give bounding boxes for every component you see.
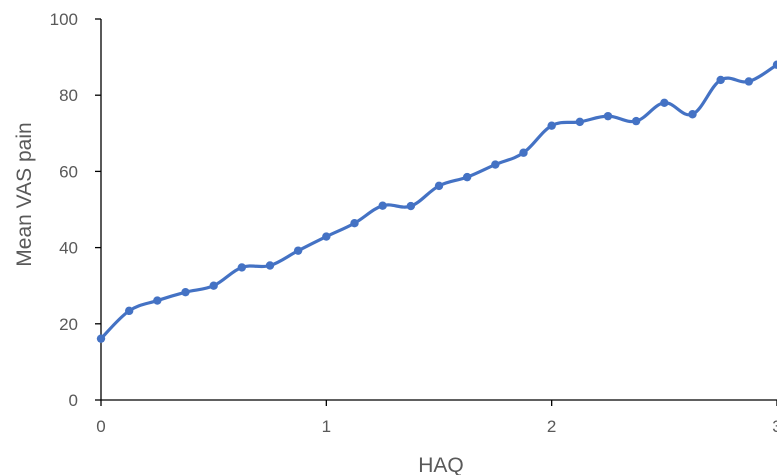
data-point (378, 201, 387, 210)
x-tick-label: 1 (322, 417, 331, 436)
y-tick-label: 0 (69, 391, 78, 410)
data-point (322, 232, 331, 241)
data-point (350, 219, 359, 228)
y-tick-label: 20 (59, 315, 78, 334)
data-point (631, 116, 641, 126)
data-point (96, 334, 106, 343)
data-point (744, 77, 754, 86)
x-axis: 0 1 2 3 (96, 399, 777, 436)
x-tick-label: 2 (547, 417, 556, 436)
data-point (209, 281, 218, 290)
series-line (99, 63, 777, 341)
data-point (237, 263, 247, 272)
data-point (181, 287, 190, 297)
y-axis-title: Mean VAS pain (13, 122, 36, 266)
y-tick-label: 60 (59, 162, 78, 181)
data-point (293, 246, 303, 255)
data-point (519, 148, 528, 157)
x-tick-label: 3 (772, 417, 777, 436)
data-point (547, 121, 556, 130)
data-point (434, 181, 444, 191)
y-tick-label: 40 (59, 239, 78, 258)
data-point (575, 117, 585, 127)
series-layer (96, 60, 777, 343)
data-point (153, 296, 162, 305)
y-axis: 0 20 40 60 80 100 (50, 10, 102, 410)
y-tick-label: 100 (50, 10, 78, 29)
data-point (265, 261, 275, 270)
data-point (406, 201, 416, 211)
data-point (688, 110, 697, 119)
data-point (716, 75, 725, 85)
data-point (491, 160, 500, 169)
x-tick-label: 0 (96, 417, 105, 436)
data-point (772, 60, 777, 69)
y-tick-label: 80 (59, 86, 78, 105)
x-axis-title: HAQ (418, 454, 464, 475)
data-point (462, 172, 472, 182)
data-point (603, 111, 613, 121)
data-point (124, 306, 134, 316)
data-point (660, 98, 669, 108)
